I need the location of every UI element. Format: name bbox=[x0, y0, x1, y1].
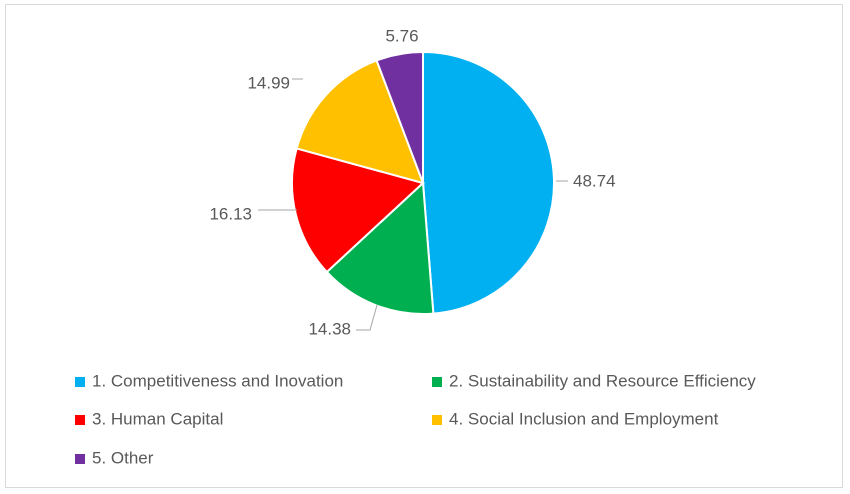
legend-item-3: 3. Human Capital bbox=[75, 409, 223, 428]
legend-label-2: 2. Sustainability and Resource Efficienc… bbox=[449, 371, 756, 390]
data-label-1: 48.74 bbox=[573, 171, 616, 190]
legend-swatch-3 bbox=[75, 415, 85, 425]
legend-swatch-2 bbox=[432, 377, 442, 387]
legend-swatch-5 bbox=[75, 454, 85, 464]
data-labels: 48.74 14.38 16.13 14.99 5.76 bbox=[209, 26, 615, 338]
pie-slices bbox=[291, 50, 556, 315]
legend-label-3: 3. Human Capital bbox=[92, 409, 223, 428]
data-label-5: 5.76 bbox=[385, 26, 418, 45]
pie-slice-4 bbox=[295, 59, 425, 185]
pie-slice-3 bbox=[291, 147, 426, 274]
pie-slice-2 bbox=[325, 180, 435, 315]
pie-slice-1 bbox=[422, 50, 556, 315]
legend-label-4: 4. Social Inclusion and Employment bbox=[449, 409, 719, 428]
legend: 1. Competitiveness and Inovation 2. Susta… bbox=[75, 371, 756, 467]
data-label-3: 16.13 bbox=[209, 204, 252, 223]
legend-label-5: 5. Other bbox=[92, 448, 154, 467]
legend-label-1: 1. Competitiveness and Inovation bbox=[92, 371, 343, 390]
legend-swatch-1 bbox=[75, 377, 85, 387]
leader-line-2 bbox=[356, 304, 378, 331]
legend-item-4: 4. Social Inclusion and Employment bbox=[432, 409, 719, 428]
legend-item-5: 5. Other bbox=[75, 448, 154, 467]
leader-lines bbox=[258, 78, 568, 331]
data-label-2: 14.38 bbox=[308, 319, 351, 338]
data-label-4: 14.99 bbox=[247, 73, 290, 92]
pie-slice-5 bbox=[375, 50, 424, 184]
legend-item-1: 1. Competitiveness and Inovation bbox=[75, 371, 343, 390]
legend-item-2: 2. Sustainability and Resource Efficienc… bbox=[432, 371, 756, 390]
legend-swatch-4 bbox=[432, 415, 442, 425]
